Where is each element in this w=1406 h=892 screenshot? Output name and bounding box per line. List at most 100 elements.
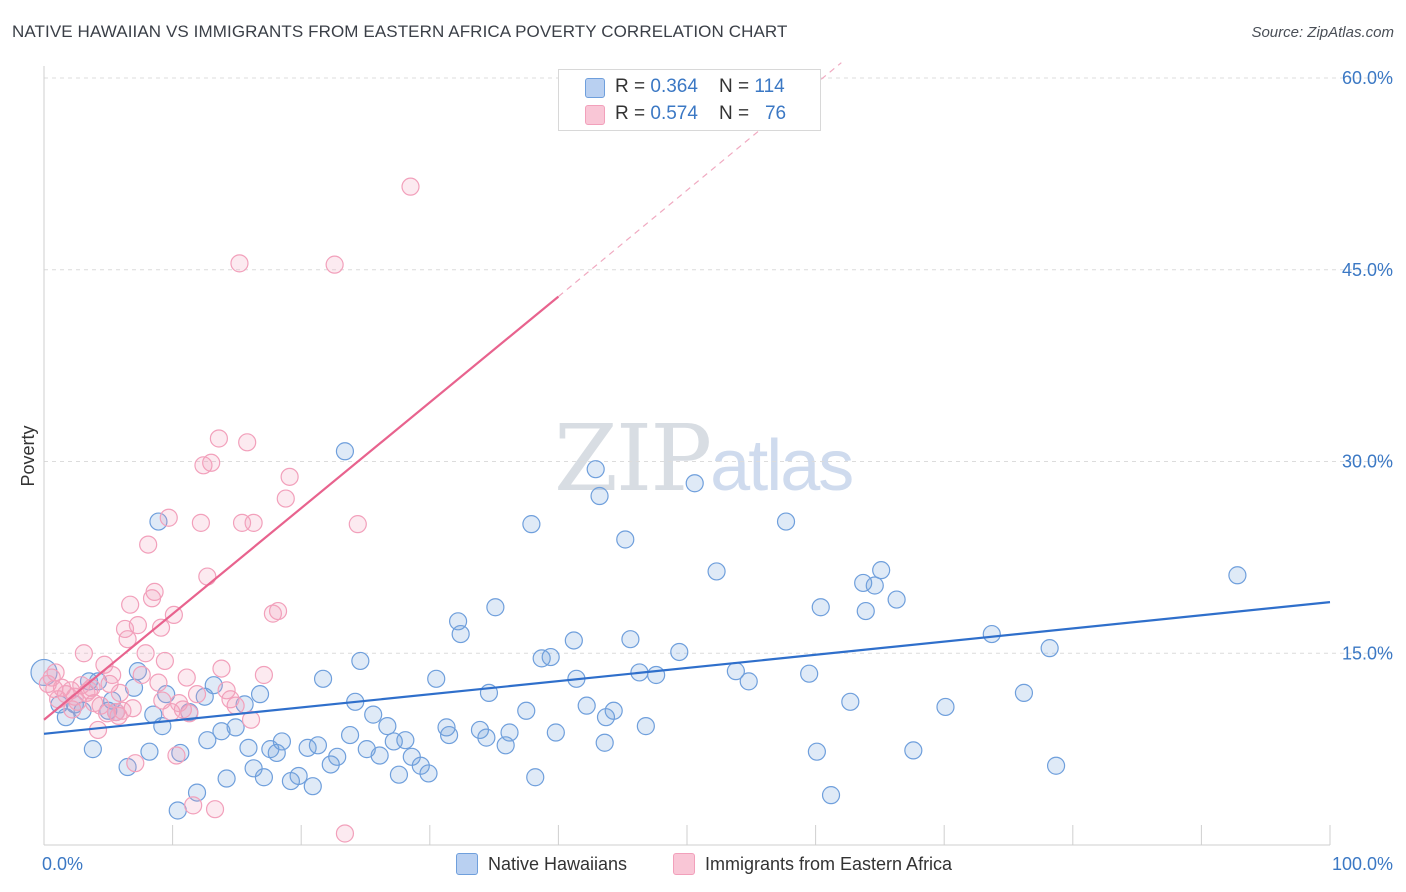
point-native-hawaiian: [541, 647, 560, 667]
bottom-legend-swatch-pink: [673, 853, 695, 875]
point-eastern-africa: [153, 691, 172, 710]
point-native-hawaiian: [212, 722, 231, 741]
point-eastern-africa: [110, 683, 129, 702]
point-native-hawaiian: [522, 515, 541, 534]
point-eastern-africa: [121, 595, 140, 614]
point-eastern-africa: [217, 681, 236, 700]
point-native-hawaiian: [149, 512, 168, 531]
bottom-legend-label: Native Hawaiians: [488, 853, 628, 874]
point-native-hawaiian: [586, 460, 605, 479]
point-eastern-africa: [325, 255, 344, 274]
point-eastern-africa: [238, 433, 257, 452]
bottom-legend-native-hawaiians: Native Hawaiians: [456, 852, 627, 876]
point-native-hawaiian: [564, 631, 583, 650]
y-tick-label: 45.0%: [1342, 260, 1393, 280]
source-label: Source: ZipAtlas.com: [1251, 24, 1394, 41]
point-native-hawaiian: [577, 696, 596, 715]
point-native-hawaiian: [616, 530, 635, 549]
point-native-hawaiian: [636, 717, 655, 736]
point-eastern-africa: [184, 796, 203, 815]
point-native-hawaiian: [378, 717, 397, 736]
point-native-hawaiian: [1014, 683, 1034, 702]
point-native-hawaiian: [776, 512, 796, 531]
point-eastern-africa: [212, 659, 231, 678]
point-native-hawaiian: [308, 736, 328, 755]
point-native-hawaiian: [670, 642, 689, 662]
point-native-hawaiian: [328, 747, 347, 766]
point-native-hawaiian: [168, 801, 187, 820]
point-native-hawaiian: [83, 740, 102, 759]
point-native-hawaiian: [267, 743, 286, 763]
point-native-hawaiian: [887, 590, 906, 609]
x-tick-label: 0.0%: [42, 854, 83, 874]
point-native-hawaiian: [1046, 756, 1066, 775]
point-eastern-africa: [401, 177, 420, 196]
point-native-hawaiian: [351, 651, 370, 671]
point-eastern-africa: [209, 429, 228, 448]
point-native-hawaiian: [807, 742, 826, 761]
point-native-hawaiian: [272, 732, 292, 751]
point-native-hawaiian: [526, 768, 545, 787]
point-native-hawaiian: [226, 718, 245, 737]
point-eastern-africa: [159, 508, 178, 527]
point-eastern-africa: [254, 665, 274, 685]
legend-n-label: N =: [719, 103, 755, 124]
point-eastern-africa: [226, 696, 245, 715]
point-native-hawaiian: [254, 768, 274, 787]
point-native-hawaiian: [500, 723, 519, 742]
legend-r-value: 0.574: [650, 103, 698, 124]
point-native-hawaiian: [821, 786, 841, 805]
legend-r-value: 0.364: [650, 76, 698, 97]
watermark-atlas: atlas: [710, 426, 854, 506]
point-eastern-africa: [244, 513, 263, 532]
bottom-legend-swatch-blue: [456, 853, 478, 875]
point-native-hawaiian: [707, 562, 726, 581]
point-native-hawaiian: [335, 442, 355, 461]
point-native-hawaiian: [595, 733, 614, 752]
point-native-hawaiian: [313, 669, 333, 688]
point-native-hawaiian: [872, 561, 891, 580]
point-eastern-africa: [123, 699, 142, 718]
point-native-hawaiian: [621, 630, 640, 649]
point-eastern-africa: [263, 604, 283, 623]
point-native-hawaiian: [340, 725, 360, 745]
point-native-hawaiian: [936, 697, 955, 717]
trendline-native-hawaiians: [43, 601, 1331, 735]
legend-n-label: N =: [719, 76, 755, 97]
point-native-hawaiian: [439, 725, 459, 745]
point-native-hawaiian: [477, 728, 496, 747]
point-native-hawaiian: [739, 672, 758, 691]
point-eastern-africa: [151, 618, 171, 637]
point-eastern-africa: [103, 665, 122, 685]
point-native-hawaiian: [647, 665, 666, 685]
point-eastern-africa: [136, 644, 155, 663]
point-eastern-africa: [187, 685, 207, 704]
watermark-zip: ZIP: [554, 405, 712, 512]
y-tick-label: 60.0%: [1342, 68, 1393, 88]
point-native-hawaiian: [856, 601, 875, 621]
point-eastern-africa: [128, 616, 147, 635]
point-eastern-africa: [118, 630, 137, 649]
point-native-hawaiian: [427, 669, 446, 688]
point-native-hawaiian: [239, 738, 258, 757]
legend-swatch-blue: [585, 78, 605, 98]
legend-n-value: 114: [754, 76, 785, 97]
point-eastern-africa: [241, 710, 261, 729]
point-native-hawaiian: [517, 701, 536, 720]
y-tick-label: 15.0%: [1342, 643, 1393, 663]
point-native-hawaiian: [384, 732, 403, 751]
point-eastern-africa: [191, 513, 210, 532]
point-native-hawaiian: [140, 742, 159, 761]
point-eastern-africa: [177, 668, 196, 687]
point-native-hawaiian: [811, 598, 830, 617]
watermark: ZIPatlas: [554, 405, 854, 512]
point-native-hawaiian: [604, 701, 623, 720]
point-native-hawaiian: [1040, 639, 1059, 658]
point-native-hawaiian: [854, 573, 873, 593]
point-native-hawaiian: [841, 692, 860, 711]
point-native-hawaiian: [451, 624, 470, 644]
point-native-hawaiian: [865, 576, 884, 595]
bottom-legend-label: Immigrants from Eastern Africa: [705, 853, 953, 874]
y-tick-label: 30.0%: [1342, 452, 1393, 472]
